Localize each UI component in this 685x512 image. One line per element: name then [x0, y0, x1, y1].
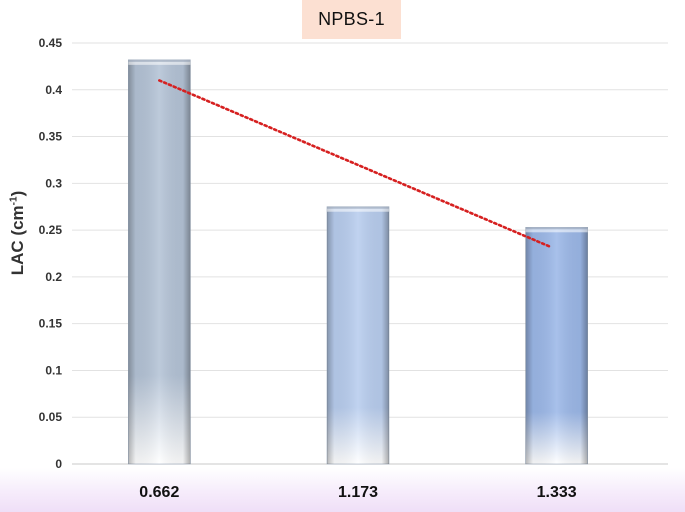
y-tick-label: 0.45	[39, 36, 63, 50]
trendline	[158, 79, 552, 249]
y-axis-label-close: )	[8, 190, 27, 197]
bar-1.333	[525, 227, 588, 465]
y-tick-label: 0.25	[39, 223, 63, 237]
x-tick-labels: 0.662 1.173 1.333	[139, 484, 576, 501]
bar-1.173	[326, 206, 390, 465]
y-axis-label-sup: -1	[8, 196, 20, 206]
y-axis-label-main: LAC (cm	[8, 205, 27, 276]
y-tick-labels: 0 0.05 0.1 0.15 0.2 0.25 0.3 0.35 0.4 0.45	[39, 36, 63, 471]
y-tick-label: 0.05	[39, 410, 63, 424]
y-tick-label: 0.2	[45, 270, 62, 284]
y-tick-label: 0.35	[39, 130, 63, 144]
chart-title-text: NPBS-1	[318, 9, 385, 29]
y-tick-label: 0.4	[45, 83, 62, 97]
y-tick-label: 0.1	[45, 363, 62, 377]
chart-title: NPBS-1	[302, 0, 401, 39]
bottom-gradient-band	[0, 468, 685, 512]
x-tick-label: 0.662	[139, 484, 179, 501]
x-tick-label: 1.333	[537, 484, 577, 501]
y-axis-label: LAC (cm-1)	[8, 191, 28, 275]
x-tick-label: 1.173	[338, 484, 378, 501]
y-tick-label: 0.3	[45, 176, 62, 190]
bars	[128, 59, 588, 465]
bar-0.662	[128, 59, 191, 465]
trendline-group	[158, 79, 552, 249]
y-tick-label: 0.15	[39, 317, 63, 331]
y-tick-label: 0	[55, 457, 62, 471]
